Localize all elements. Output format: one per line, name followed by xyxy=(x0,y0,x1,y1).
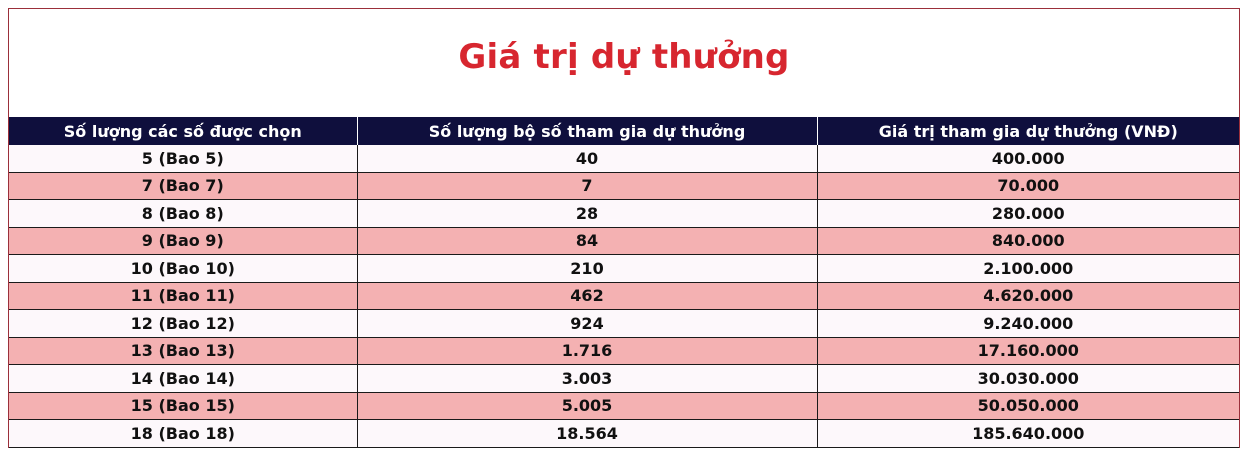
cell-number-of-sets: 1.716 xyxy=(357,337,818,365)
cell-numbers-chosen: 14 (Bao 14) xyxy=(9,364,358,393)
header-number-of-sets: Số lượng bộ số tham gia dự thưởng xyxy=(357,117,818,145)
cell-participation-value: 70.000 xyxy=(817,172,1239,200)
cell-number-of-sets: 5.005 xyxy=(357,392,818,420)
cell-participation-value: 400.000 xyxy=(817,145,1239,173)
cell-numbers-chosen: 18 (Bao 18) xyxy=(9,419,358,448)
cell-numbers-chosen: 10 (Bao 10) xyxy=(9,254,358,283)
cell-number-of-sets: 40 xyxy=(357,145,818,173)
table-row: 10 (Bao 10) 210 2.100.000 xyxy=(9,254,1239,283)
cell-number-of-sets: 924 xyxy=(357,309,818,338)
cell-numbers-chosen: 11 (Bao 11) xyxy=(9,282,358,310)
table-row: 15 (Bao 15) 5.005 50.050.000 xyxy=(9,392,1239,420)
table-row: 7 (Bao 7) 7 70.000 xyxy=(9,172,1239,200)
cell-numbers-chosen: 5 (Bao 5) xyxy=(9,145,358,173)
table-header-row: Số lượng các số được chọn Số lượng bộ số… xyxy=(9,117,1239,145)
prize-value-panel: Giá trị dự thưởng Số lượng các số được c… xyxy=(8,8,1240,448)
cell-participation-value: 840.000 xyxy=(817,227,1239,255)
cell-participation-value: 4.620.000 xyxy=(817,282,1239,310)
prize-value-table: Số lượng các số được chọn Số lượng bộ số… xyxy=(9,117,1239,448)
cell-numbers-chosen: 9 (Bao 9) xyxy=(9,227,358,255)
table-row: 18 (Bao 18) 18.564 185.640.000 xyxy=(9,419,1239,448)
cell-number-of-sets: 7 xyxy=(357,172,818,200)
cell-participation-value: 50.050.000 xyxy=(817,392,1239,420)
cell-number-of-sets: 3.003 xyxy=(357,364,818,393)
cell-number-of-sets: 28 xyxy=(357,199,818,228)
cell-participation-value: 30.030.000 xyxy=(817,364,1239,393)
table-row: 12 (Bao 12) 924 9.240.000 xyxy=(9,309,1239,338)
cell-numbers-chosen: 15 (Bao 15) xyxy=(9,392,358,420)
table-row: 9 (Bao 9) 84 840.000 xyxy=(9,227,1239,255)
cell-participation-value: 9.240.000 xyxy=(817,309,1239,338)
table-row: 13 (Bao 13) 1.716 17.160.000 xyxy=(9,337,1239,365)
cell-number-of-sets: 18.564 xyxy=(357,419,818,448)
table-row: 5 (Bao 5) 40 400.000 xyxy=(9,145,1239,173)
cell-numbers-chosen: 8 (Bao 8) xyxy=(9,199,358,228)
cell-participation-value: 280.000 xyxy=(817,199,1239,228)
cell-number-of-sets: 84 xyxy=(357,227,818,255)
table-row: 8 (Bao 8) 28 280.000 xyxy=(9,199,1239,228)
cell-numbers-chosen: 13 (Bao 13) xyxy=(9,337,358,365)
cell-numbers-chosen: 7 (Bao 7) xyxy=(9,172,358,200)
cell-numbers-chosen: 12 (Bao 12) xyxy=(9,309,358,338)
page-title: Giá trị dự thưởng xyxy=(458,37,790,77)
cell-participation-value: 185.640.000 xyxy=(817,419,1239,448)
header-participation-value: Giá trị tham gia dự thưởng (VNĐ) xyxy=(817,117,1239,145)
cell-participation-value: 2.100.000 xyxy=(817,254,1239,283)
header-numbers-chosen: Số lượng các số được chọn xyxy=(9,117,358,145)
cell-number-of-sets: 210 xyxy=(357,254,818,283)
table-row: 11 (Bao 11) 462 4.620.000 xyxy=(9,282,1239,310)
cell-participation-value: 17.160.000 xyxy=(817,337,1239,365)
table-row: 14 (Bao 14) 3.003 30.030.000 xyxy=(9,364,1239,393)
cell-number-of-sets: 462 xyxy=(357,282,818,310)
